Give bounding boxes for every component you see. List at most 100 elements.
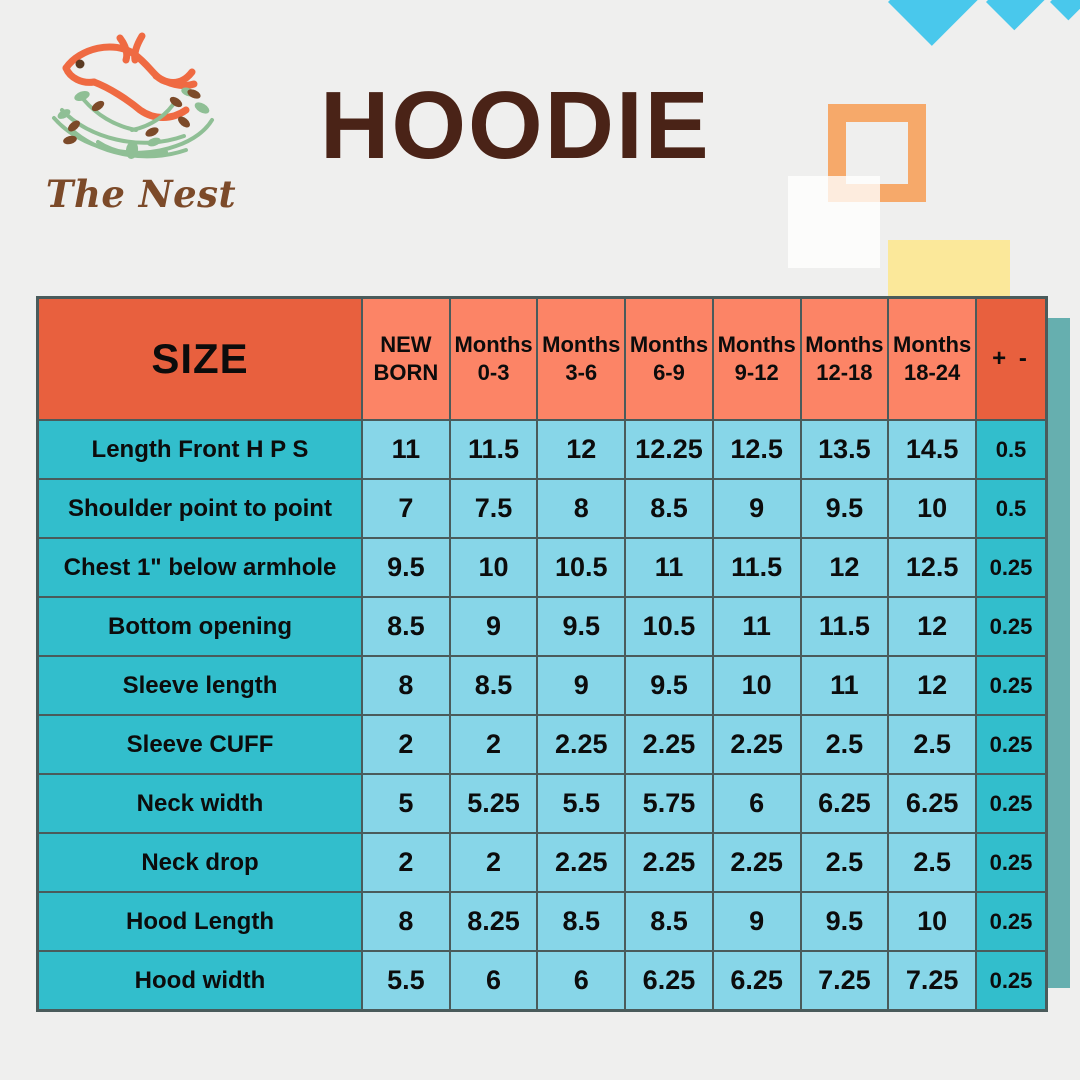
measurement-value: 2.5: [799, 714, 890, 775]
measurement-value: 11: [624, 537, 714, 598]
measurement-value: 11: [361, 419, 451, 480]
measurement-value: 11.5: [711, 537, 802, 598]
measurement-label: Neck width: [36, 773, 363, 834]
column-header-line: BORN: [373, 360, 439, 385]
measurement-label: Shoulder point to point: [36, 478, 363, 539]
measurement-value: 2.5: [799, 832, 890, 893]
size-chart-table-wrap: SIZE NEW BORN Months 0-3 Months 3-6 Months 6-9 M…: [36, 296, 1048, 1012]
measurement-value: 2: [448, 832, 539, 893]
measurement-value: 7.25: [887, 950, 977, 1012]
column-header-line: Months: [629, 331, 709, 357]
measurement-value: 8: [361, 891, 451, 952]
measurement-label: Bottom opening: [36, 596, 363, 657]
measurement-label: Sleeve length: [36, 655, 363, 716]
measurement-value: 5: [361, 773, 451, 834]
measurement-value: 12: [887, 655, 977, 716]
table-row: Chest 1" below armhole 9.5 10 10.5 11 11.5 12 1…: [36, 537, 1048, 598]
measurement-value: 2: [361, 832, 451, 893]
measurement-value: 12.5: [887, 537, 977, 598]
measurement-value: 6.25: [711, 950, 802, 1012]
measurement-value: 11.5: [799, 596, 890, 657]
column-header-line: Months: [893, 331, 972, 357]
measurement-value: 7.5: [448, 478, 539, 539]
column-header-line: Months: [805, 331, 884, 357]
measurement-value: 9.5: [536, 596, 627, 657]
measurement-value: 12.25: [624, 419, 714, 480]
table-header-row: SIZE NEW BORN Months 0-3 Months 3-6 Months 6-9 M…: [36, 296, 1048, 421]
measurement-value: 6.25: [799, 773, 890, 834]
measurement-value: 10.5: [624, 596, 714, 657]
column-header-line: 9-12: [734, 360, 779, 385]
measurement-value: 5.75: [624, 773, 714, 834]
page-title: HOODIE: [320, 72, 711, 179]
measurement-value: 6: [448, 950, 539, 1012]
decorative-corner-graphics: [750, 0, 1080, 330]
diagonal-stripe-icon: [888, 0, 1080, 46]
measurement-value: 8: [361, 655, 451, 716]
table-row: Neck drop 2 2 2.25 2.25 2.25 2.5 2.5 0.25: [36, 832, 1048, 893]
measurement-value: 9: [711, 478, 802, 539]
measurement-value: 6: [711, 773, 802, 834]
measurement-value: 9.5: [361, 537, 451, 598]
measurement-label: Hood width: [36, 950, 363, 1012]
measurement-label: Length Front H P S: [36, 419, 363, 480]
column-header-line: Months: [454, 331, 533, 357]
table-row: Hood Length 8 8.25 8.5 8.5 9 9.5 10 0.25: [36, 891, 1048, 952]
tolerance-value: 0.25: [975, 537, 1048, 598]
bird-nest-logo-icon: [52, 32, 214, 159]
measurement-value: 11: [799, 655, 890, 716]
tolerance-value: 0.25: [975, 891, 1048, 952]
table-row: Hood width 5.5 6 6 6.25 6.25 7.25 7.25 0.25: [36, 950, 1048, 1012]
column-header-6: Months 12-18: [799, 296, 890, 421]
measurement-value: 9: [448, 596, 539, 657]
measurement-value: 10: [887, 478, 977, 539]
size-chart-table: SIZE NEW BORN Months 0-3 Months 3-6 Months 6-9 M…: [36, 296, 1048, 1012]
measurement-value: 6.25: [887, 773, 977, 834]
measurement-value: 8.5: [624, 478, 714, 539]
measurement-label: Neck drop: [36, 832, 363, 893]
tolerance-value: 0.25: [975, 832, 1048, 893]
table-row: Shoulder point to point 7 7.5 8 8.5 9 9.5 10 0.5: [36, 478, 1048, 539]
measurement-value: 5.5: [361, 950, 451, 1012]
diagonal-stripe-icon: [986, 0, 1080, 31]
brand-logo: The Nest: [36, 22, 246, 232]
measurement-value: 2.25: [711, 832, 802, 893]
measurement-value: 12: [799, 537, 890, 598]
white-square-icon: [788, 176, 880, 268]
tolerance-header-cell: + -: [975, 296, 1048, 421]
tolerance-value: 0.25: [975, 714, 1048, 775]
measurement-value: 6: [536, 950, 627, 1012]
table-row: Length Front H P S 11 11.5 12 12.25 12.5 13.5 1…: [36, 419, 1048, 480]
measurement-value: 14.5: [887, 419, 977, 480]
table-row: Bottom opening 8.5 9 9.5 10.5 11 11.5 12 0.25: [36, 596, 1048, 657]
orange-square-outline-icon: [828, 104, 926, 202]
measurement-value: 12: [536, 419, 627, 480]
tolerance-value: 0.5: [975, 419, 1048, 480]
measurement-value: 8.25: [448, 891, 539, 952]
tolerance-value: 0.25: [975, 773, 1048, 834]
measurement-value: 9.5: [624, 655, 714, 716]
table-body: Length Front H P S 11 11.5 12 12.25 12.5 13.5 1…: [36, 419, 1048, 1012]
measurement-value: 8.5: [536, 891, 627, 952]
measurement-value: 2.5: [887, 714, 977, 775]
column-header-line: Months: [542, 331, 621, 357]
measurement-value: 2: [361, 714, 451, 775]
column-header-line: 6-9: [653, 360, 685, 385]
measurement-value: 8.5: [361, 596, 451, 657]
measurement-value: 5.25: [448, 773, 539, 834]
measurement-value: 13.5: [799, 419, 890, 480]
column-header-1: NEW BORN: [361, 296, 451, 421]
table-row: Neck width 5 5.25 5.5 5.75 6 6.25 6.25 0.25: [36, 773, 1048, 834]
measurement-value: 9: [536, 655, 627, 716]
measurement-value: 2.25: [536, 714, 627, 775]
measurement-value: 2.25: [624, 714, 714, 775]
measurement-value: 12: [887, 596, 977, 657]
measurement-value: 10: [887, 891, 977, 952]
measurement-value: 2.5: [887, 832, 977, 893]
tolerance-value: 0.25: [975, 950, 1048, 1012]
tolerance-value: 0.25: [975, 655, 1048, 716]
measurement-value: 2.25: [536, 832, 627, 893]
column-header-line: 12-18: [816, 360, 873, 385]
column-header-line: 3-6: [565, 360, 598, 385]
